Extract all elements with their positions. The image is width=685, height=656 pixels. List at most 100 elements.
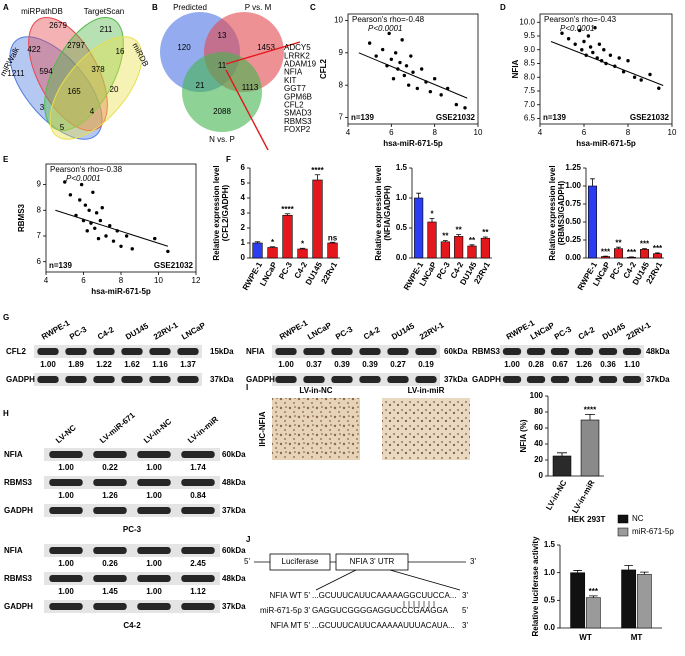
point <box>96 236 101 241</box>
kda-label: 48kDa <box>222 574 246 583</box>
kda-label: 60kDa <box>444 347 468 356</box>
x-tick-label: 10 <box>154 276 163 285</box>
blot-band <box>574 348 594 355</box>
error-bar <box>284 213 291 216</box>
region-count: 1211 <box>7 69 25 78</box>
kda-label: 37kDa <box>210 375 234 384</box>
lane-label: LV-NC <box>54 423 78 445</box>
blot-band <box>181 575 215 582</box>
band-level: 0.67 <box>552 360 568 369</box>
blot-band <box>49 507 83 514</box>
x-axis-label: hsa-miR-671-5p <box>576 139 636 148</box>
point <box>111 239 116 243</box>
lane-label: PC-3 <box>68 324 89 341</box>
error-bar <box>642 248 647 250</box>
x-tick-label: 8 <box>626 128 631 137</box>
point <box>626 59 630 63</box>
blot-band <box>331 348 353 355</box>
y-tick-label: 5 <box>241 178 246 187</box>
y-tick-label: 7.5 <box>524 86 536 95</box>
band-level: 1.00 <box>58 491 74 500</box>
band-level: 1.00 <box>58 587 74 596</box>
point <box>91 190 95 194</box>
venn-set <box>9 36 103 140</box>
y-tick-label: 8 <box>339 80 344 89</box>
point <box>400 38 404 42</box>
sample-size: n=139 <box>351 113 374 122</box>
point <box>586 34 591 38</box>
band-level: 1.00 <box>146 559 162 568</box>
gene-name: GPM6B <box>284 92 312 101</box>
band-level: 0.22 <box>102 463 118 472</box>
blot-band <box>359 376 381 383</box>
blot-membrane <box>272 345 440 358</box>
y-axis-label: RBMS3 <box>17 203 26 232</box>
blot-band <box>415 376 437 383</box>
y-tick-label: 1.0 <box>544 568 556 577</box>
blot-membrane <box>44 544 220 557</box>
blot-membrane <box>44 504 220 517</box>
point <box>621 70 626 74</box>
y-axis-label: Relative expression level <box>374 165 383 260</box>
significance: *** <box>653 244 663 253</box>
protein-label: NFIA <box>4 450 23 459</box>
band-level: 1.00 <box>146 491 162 500</box>
category-label: LV-in-miR <box>570 478 596 515</box>
bar <box>312 179 323 259</box>
y-tick-label: 7 <box>37 231 42 240</box>
y-tick-label: 9.5 <box>524 31 536 40</box>
lane-label: LNCaP <box>180 320 208 341</box>
blot-band <box>93 507 127 514</box>
panel-letter: I <box>246 383 248 392</box>
blot-membrane <box>500 345 644 358</box>
blot-band <box>49 451 83 458</box>
cell-line: C4-2 <box>123 621 141 630</box>
point <box>406 83 411 87</box>
point <box>119 244 123 248</box>
blot-band <box>331 376 353 383</box>
blot-band <box>550 348 570 355</box>
blot-band <box>37 376 59 383</box>
region-count: 16 <box>116 47 125 56</box>
dataset: GSE21032 <box>630 113 670 122</box>
blot-band <box>177 376 199 383</box>
blot-band <box>137 603 171 610</box>
point <box>577 28 582 33</box>
plot-frame <box>539 13 673 125</box>
panel-letter: G <box>3 313 9 322</box>
point <box>415 86 420 91</box>
y-tick-label: 6 <box>241 163 246 172</box>
blot-band <box>137 547 171 554</box>
blot-band <box>149 376 171 383</box>
region-count: 2797 <box>67 41 85 50</box>
point <box>591 50 595 55</box>
y-tick-label: 0.0 <box>396 253 408 262</box>
venn-set <box>182 52 262 132</box>
lane-label: PC-3 <box>553 324 574 341</box>
point <box>454 102 459 107</box>
panel-letter: J <box>246 535 250 544</box>
bar <box>414 197 424 259</box>
blot-band <box>93 479 127 486</box>
y-tick-label: 0.0 <box>544 623 556 632</box>
pointer <box>225 69 269 151</box>
blot-band <box>598 376 618 383</box>
significance: *** <box>640 240 650 249</box>
band-level: 0.28 <box>528 360 544 369</box>
bar <box>570 572 586 629</box>
kda-label: 15kDa <box>210 347 234 356</box>
error-bar <box>624 565 633 570</box>
legend-label: NC <box>632 514 644 523</box>
legend-swatch <box>617 514 629 524</box>
gene-name: ADCY5 <box>284 43 311 52</box>
band-level: 0.36 <box>600 360 616 369</box>
point <box>404 64 409 68</box>
chart-title: HEK 293T <box>568 515 605 524</box>
error-bar <box>442 240 448 242</box>
blot-band <box>275 348 297 355</box>
bar <box>627 256 636 259</box>
blot-band <box>622 376 642 383</box>
blot-band <box>121 348 143 355</box>
image-label: LV-in-NC <box>299 386 332 395</box>
